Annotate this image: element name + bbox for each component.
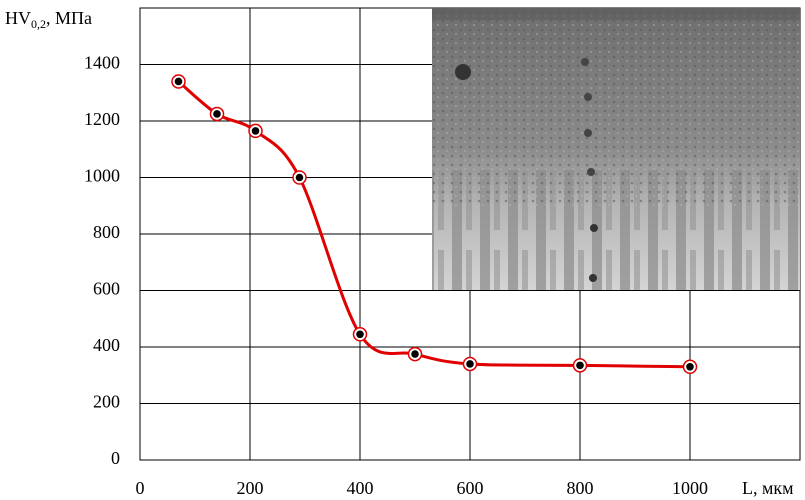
x-tick-label: 1000 (672, 478, 708, 498)
marker (576, 361, 584, 370)
marker (356, 330, 364, 339)
y-tick-label: 800 (93, 222, 120, 242)
x-axis-label: L, мкм (742, 478, 794, 498)
y-tick-label: 200 (93, 392, 120, 412)
x-tick-label: 0 (136, 478, 145, 498)
y-tick-label: 0 (111, 448, 120, 468)
y-tick-label: 1200 (84, 109, 120, 129)
x-tick-label: 600 (457, 478, 484, 498)
foreground: 0 200 400 600 800 1000 1200 1400 0 200 400 600 800 10… (84, 53, 708, 499)
marker (174, 77, 183, 86)
marker (466, 360, 474, 368)
y-tick-label: 1000 (84, 166, 120, 186)
marker (411, 350, 419, 358)
x-tick-label: 800 (567, 478, 594, 498)
y-tick-label: 1400 (84, 53, 120, 73)
y-tick-label: 400 (93, 335, 120, 355)
marker (686, 362, 694, 371)
x-tick-label: 200 (237, 478, 264, 498)
x-tick-label: 400 (347, 478, 374, 498)
y-axis-label: HV0,2, МПа (5, 8, 92, 31)
marker (213, 110, 221, 118)
marker (295, 173, 304, 182)
marker (251, 127, 260, 135)
y-tick-label: 600 (93, 279, 120, 299)
micrograph-inset (432, 8, 800, 290)
